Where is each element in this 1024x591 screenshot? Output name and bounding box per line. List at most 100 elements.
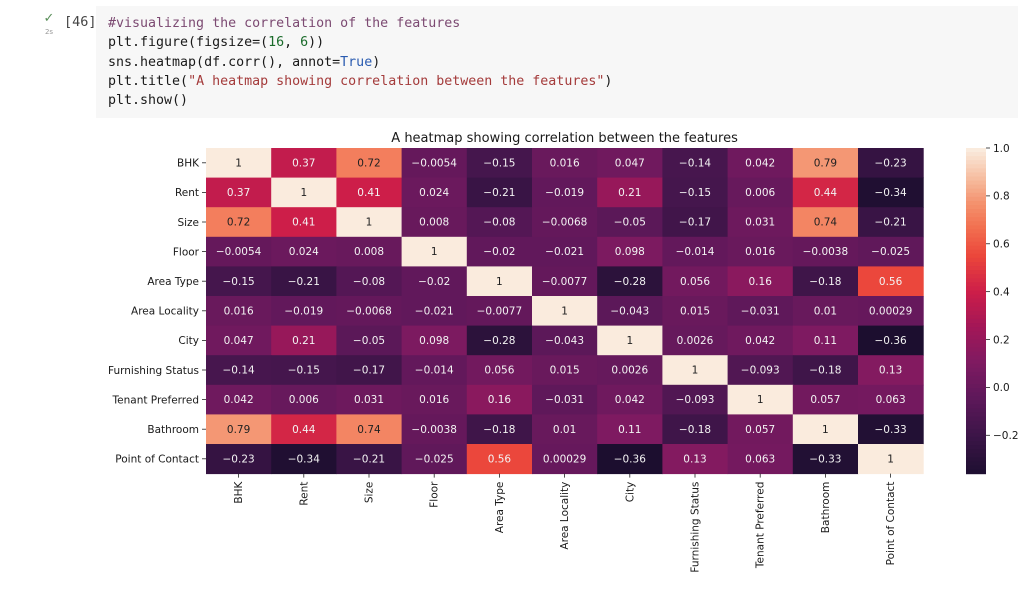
heatmap-cell bbox=[466, 236, 533, 267]
cell-annotation: 1 bbox=[626, 335, 633, 347]
code-line[interactable]: plt.figure(figsize=(16, 6)) bbox=[108, 33, 612, 52]
code-token: plt.show() bbox=[108, 93, 189, 109]
cell-annotation: −0.019 bbox=[545, 187, 584, 199]
cell-annotation: 0.41 bbox=[357, 187, 380, 199]
cell-annotation: 1 bbox=[561, 305, 568, 317]
heatmap-cell bbox=[727, 266, 794, 297]
code-token: #visualizing the correlation of the feat… bbox=[108, 16, 461, 31]
x-tick-label: Tenant Preferred bbox=[755, 482, 767, 569]
cell-annotation: 1 bbox=[496, 276, 503, 288]
cell-annotation: 1 bbox=[822, 424, 829, 436]
heatmap-cell bbox=[532, 148, 598, 179]
cell-annotation: −0.15 bbox=[483, 157, 515, 169]
x-tick-label: Area Type bbox=[494, 482, 506, 534]
colorbar-segment bbox=[966, 359, 986, 365]
y-tick-label: Area Type bbox=[147, 276, 199, 288]
colorbar-segment bbox=[966, 375, 986, 381]
heatmap-cell bbox=[792, 296, 859, 327]
cell-annotation: −0.28 bbox=[614, 276, 646, 288]
cell-annotation: 0.016 bbox=[419, 394, 449, 406]
heatmap-cell bbox=[271, 266, 337, 297]
code-token: plt.title( bbox=[108, 73, 189, 89]
y-tick-label: Floor bbox=[173, 246, 200, 258]
cell-annotation: −0.23 bbox=[875, 157, 907, 169]
heatmap-cell bbox=[401, 325, 468, 356]
colorbar-segment bbox=[966, 400, 986, 406]
cell-annotation: 0.16 bbox=[749, 276, 773, 288]
heatmap-cell bbox=[727, 207, 794, 238]
heatmap-cell bbox=[466, 177, 533, 208]
cell-annotation: −0.014 bbox=[676, 246, 715, 258]
cell-annotation: −0.18 bbox=[809, 276, 841, 288]
cell-annotation: 0.056 bbox=[680, 276, 710, 288]
code-text[interactable]: #visualizing the correlation of the feat… bbox=[108, 14, 612, 110]
cell-annotation: −0.36 bbox=[875, 335, 907, 347]
heatmap-cell bbox=[336, 207, 403, 238]
heatmap-cell bbox=[401, 236, 468, 267]
cell-annotation: −0.33 bbox=[809, 453, 841, 465]
checkmark-icon: ✓ bbox=[43, 11, 55, 26]
cell-annotation: 0.72 bbox=[227, 217, 250, 229]
code-line[interactable]: plt.show() bbox=[108, 91, 612, 110]
cell-annotation: 0.042 bbox=[745, 157, 775, 169]
x-tick-label: City bbox=[624, 482, 636, 503]
colorbar-segment bbox=[966, 379, 986, 385]
heatmap-cell bbox=[206, 384, 272, 415]
code-token: True bbox=[340, 54, 373, 70]
colorbar-segment bbox=[966, 200, 986, 206]
colorbar-segment bbox=[966, 249, 986, 255]
heatmap-cell bbox=[271, 444, 337, 475]
heatmap-cell bbox=[597, 266, 663, 297]
colorbar-segment bbox=[966, 404, 986, 410]
cell-annotation: 0.21 bbox=[618, 187, 641, 199]
heatmap-cell bbox=[271, 355, 337, 386]
cell-annotation: −0.0038 bbox=[803, 246, 849, 258]
cell-annotation: −0.02 bbox=[418, 276, 450, 288]
cell-annotation: 0.72 bbox=[357, 157, 380, 169]
y-tick-label: Bathroom bbox=[147, 424, 199, 436]
cell-annotation: 1 bbox=[235, 157, 242, 169]
heatmap-chart: A heatmap showing correlation between th… bbox=[108, 131, 1018, 573]
cell-annotation: 0.056 bbox=[484, 365, 514, 377]
colorbar-segment bbox=[966, 278, 986, 283]
heatmap-cell bbox=[792, 207, 859, 238]
colorbar-segment bbox=[966, 323, 986, 328]
colorbar-segment bbox=[966, 310, 986, 316]
heatmap-cell bbox=[401, 148, 468, 179]
heatmap-cell bbox=[336, 355, 403, 386]
colorbar-segment bbox=[966, 318, 986, 324]
heatmap-cell bbox=[206, 444, 272, 475]
colorbar-segment bbox=[966, 164, 986, 169]
y-tick-label: Area Locality bbox=[131, 306, 199, 318]
heatmap-cell bbox=[727, 177, 794, 208]
cell-annotation: 1 bbox=[887, 453, 894, 465]
colorbar-segment bbox=[966, 351, 986, 357]
cell-annotation: −0.0068 bbox=[346, 305, 392, 317]
cell-annotation: 0.016 bbox=[550, 157, 580, 169]
code-editor[interactable]: #visualizing the correlation of the feat… bbox=[96, 6, 1018, 118]
code-line[interactable]: sns.heatmap(df.corr(), annot=True) bbox=[108, 53, 612, 72]
heatmap-cell bbox=[597, 177, 663, 208]
heatmap-cell bbox=[532, 236, 598, 267]
cell-annotation: −0.0077 bbox=[477, 305, 523, 317]
colorbar-segment bbox=[966, 233, 986, 239]
colorbar-segment bbox=[966, 420, 986, 426]
code-line[interactable]: #visualizing the correlation of the feat… bbox=[108, 14, 612, 33]
colorbar-segment bbox=[966, 445, 986, 450]
cell-annotation: 0.41 bbox=[292, 217, 315, 229]
colorbar-segment bbox=[966, 436, 986, 442]
colorbar-segment bbox=[966, 347, 986, 353]
heatmap-cell bbox=[466, 384, 533, 415]
cell-annotation: 0.74 bbox=[814, 217, 838, 229]
colorbar-segment bbox=[966, 469, 986, 475]
heatmap-cell bbox=[206, 325, 272, 356]
code-line[interactable]: plt.title("A heatmap showing correlation… bbox=[108, 72, 612, 91]
colorbar-segment bbox=[966, 286, 986, 292]
cell-annotation: 0.11 bbox=[618, 424, 641, 436]
y-tick-label: Tenant Preferred bbox=[112, 394, 199, 406]
cell-annotation: −0.17 bbox=[353, 365, 385, 377]
heatmap-cell bbox=[662, 296, 729, 327]
colorbar-segment bbox=[966, 217, 986, 222]
colorbar-segment bbox=[966, 302, 986, 308]
cell-annotation: −0.21 bbox=[875, 217, 907, 229]
